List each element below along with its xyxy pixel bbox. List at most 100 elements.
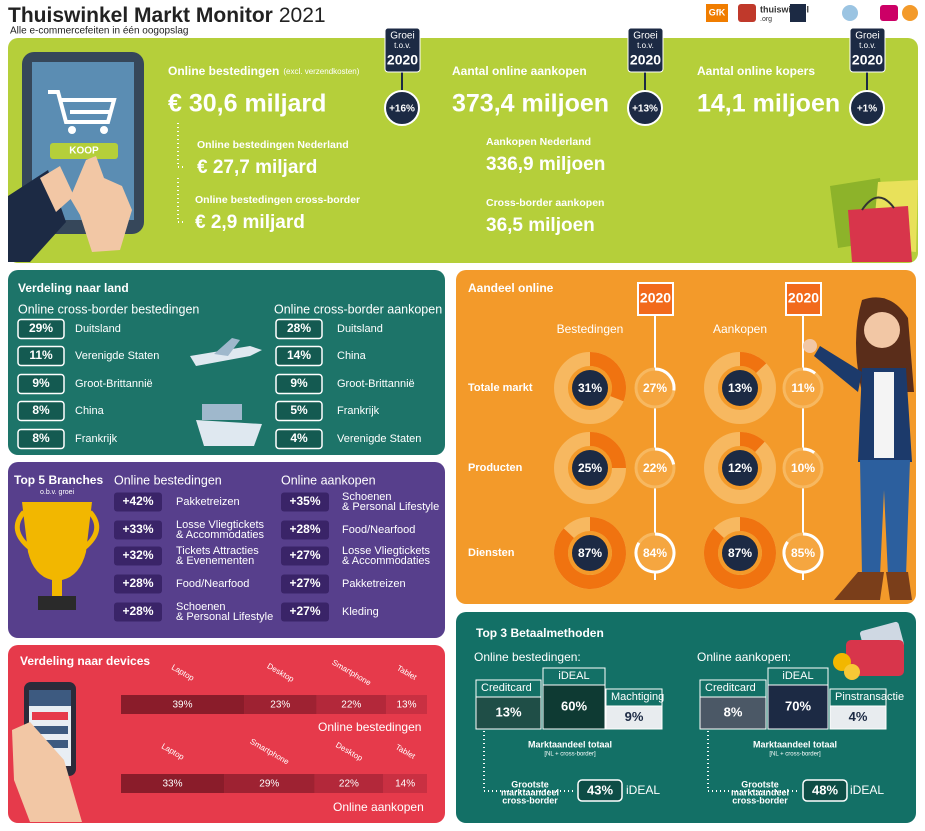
share-box — [275, 428, 323, 450]
share-box — [275, 318, 323, 340]
method-share: 70% — [785, 698, 811, 713]
cross-method: iDEAL — [850, 783, 884, 797]
segment-value: 29% — [259, 779, 279, 790]
hand — [70, 156, 132, 252]
share-value: 9% — [290, 376, 308, 390]
device-segment — [224, 774, 315, 793]
badge-line: Groei — [390, 31, 414, 42]
containers — [202, 404, 242, 420]
kpi-panel — [8, 38, 918, 263]
donut-arc — [554, 517, 626, 589]
growth-value: +35% — [289, 494, 320, 508]
donut-center — [572, 370, 608, 406]
column-heading: Online bestedingen: — [474, 650, 581, 664]
share-box — [275, 345, 323, 367]
growth-value: +28% — [122, 576, 153, 590]
branch-name: & Personal Lifestyle — [176, 611, 273, 623]
share-box — [17, 373, 65, 395]
growth-circle — [627, 90, 663, 126]
badge-year: 2020 — [852, 52, 883, 68]
badge-line: t.o.v. — [859, 41, 876, 50]
wallet — [846, 640, 904, 676]
logo-box — [738, 4, 756, 22]
total-note: [NL + cross-border] — [544, 752, 596, 758]
cart-icon — [48, 90, 117, 124]
cart-wheel — [68, 126, 76, 134]
device-segment — [383, 774, 427, 793]
row-label: Diensten — [468, 547, 515, 559]
segment-value: 14% — [395, 779, 415, 790]
cross-label: Grootste — [741, 779, 779, 789]
growth-box — [114, 574, 162, 594]
method-box — [699, 696, 767, 730]
country-name: Groot-Brittannië — [75, 378, 153, 390]
growth-badge — [627, 27, 664, 73]
branch-name: Losse Vliegtickets — [176, 519, 265, 531]
logo-gfk — [706, 4, 728, 22]
boot — [886, 572, 912, 600]
donut-arc — [634, 532, 676, 574]
branch-name: Kleding — [342, 606, 379, 618]
device-segment — [121, 695, 245, 714]
kpi-note: (excl. verzendkosten) — [283, 67, 359, 76]
kpi-sub-label: Aankopen Nederland — [486, 136, 591, 148]
kpi-sub-label: Cross-border aankopen — [486, 197, 604, 209]
growth-value: +27% — [289, 548, 320, 562]
panel-title: Verdeling naar devices — [20, 654, 150, 668]
share-value: 8% — [32, 403, 50, 417]
donut-center — [572, 535, 608, 571]
cross-share: 48% — [812, 782, 838, 797]
method-name: Pinstransactie — [835, 691, 904, 703]
column-heading: Online cross-border aankopen — [274, 302, 442, 316]
badge-year: 2020 — [640, 290, 671, 306]
branch-name: Food/Nearfood — [176, 578, 249, 590]
bar-name: Online aankopen — [333, 800, 424, 814]
segment-value: 22% — [339, 779, 359, 790]
growth-value: +33% — [122, 522, 153, 536]
dotted-connector — [177, 123, 185, 168]
branch-name: Pakketreizen — [342, 578, 406, 590]
method-share: 13% — [495, 704, 521, 719]
dotted-connector — [177, 178, 183, 223]
donut-arc — [739, 432, 765, 453]
branch-name: & Evenementen — [176, 555, 254, 567]
cross-label: marktaandeel — [731, 787, 789, 797]
method-box — [767, 684, 829, 730]
kpi-sub-value: 336,9 miljoen — [486, 154, 605, 175]
method-name: Creditcard — [481, 682, 532, 694]
plane — [190, 346, 262, 366]
donut-center — [572, 450, 608, 486]
donut-arc — [654, 367, 676, 391]
logo-mark — [880, 5, 898, 21]
cross-box — [577, 779, 623, 802]
segment-value: 33% — [163, 779, 183, 790]
total-label: Marktaandeel totaal — [753, 739, 837, 749]
donut-value: 87% — [578, 546, 602, 560]
top — [874, 372, 894, 458]
growth-box — [114, 492, 162, 512]
branch-name: Tickets Attracties — [176, 545, 259, 557]
panel-title: Aandeel online — [468, 281, 554, 295]
donut-center — [722, 370, 758, 406]
share-panel — [456, 270, 916, 604]
year-badge — [785, 282, 822, 316]
title-year: 2021 — [279, 4, 326, 27]
kpi-label-line: Aantal online aankopen — [452, 64, 587, 78]
share-value: 5% — [290, 403, 308, 417]
growth-value: +28% — [289, 522, 320, 536]
branch-name: Pakketreizen — [176, 496, 240, 508]
growth-value: +27% — [289, 604, 320, 618]
donut-value: 13% — [728, 381, 752, 395]
donut-value: 27% — [643, 381, 667, 395]
growth-box — [281, 602, 329, 622]
method-box — [605, 705, 663, 730]
method-share: 60% — [561, 698, 587, 713]
donut-arc — [589, 432, 626, 469]
panel-title: Top 5 Branches — [14, 473, 103, 487]
donut-center — [722, 535, 758, 571]
donut-center — [722, 450, 758, 486]
donut-arc — [739, 352, 767, 374]
kpi-label: Aantal online kopers — [697, 64, 815, 78]
growth-box — [281, 492, 329, 512]
logo-mark — [790, 4, 806, 22]
